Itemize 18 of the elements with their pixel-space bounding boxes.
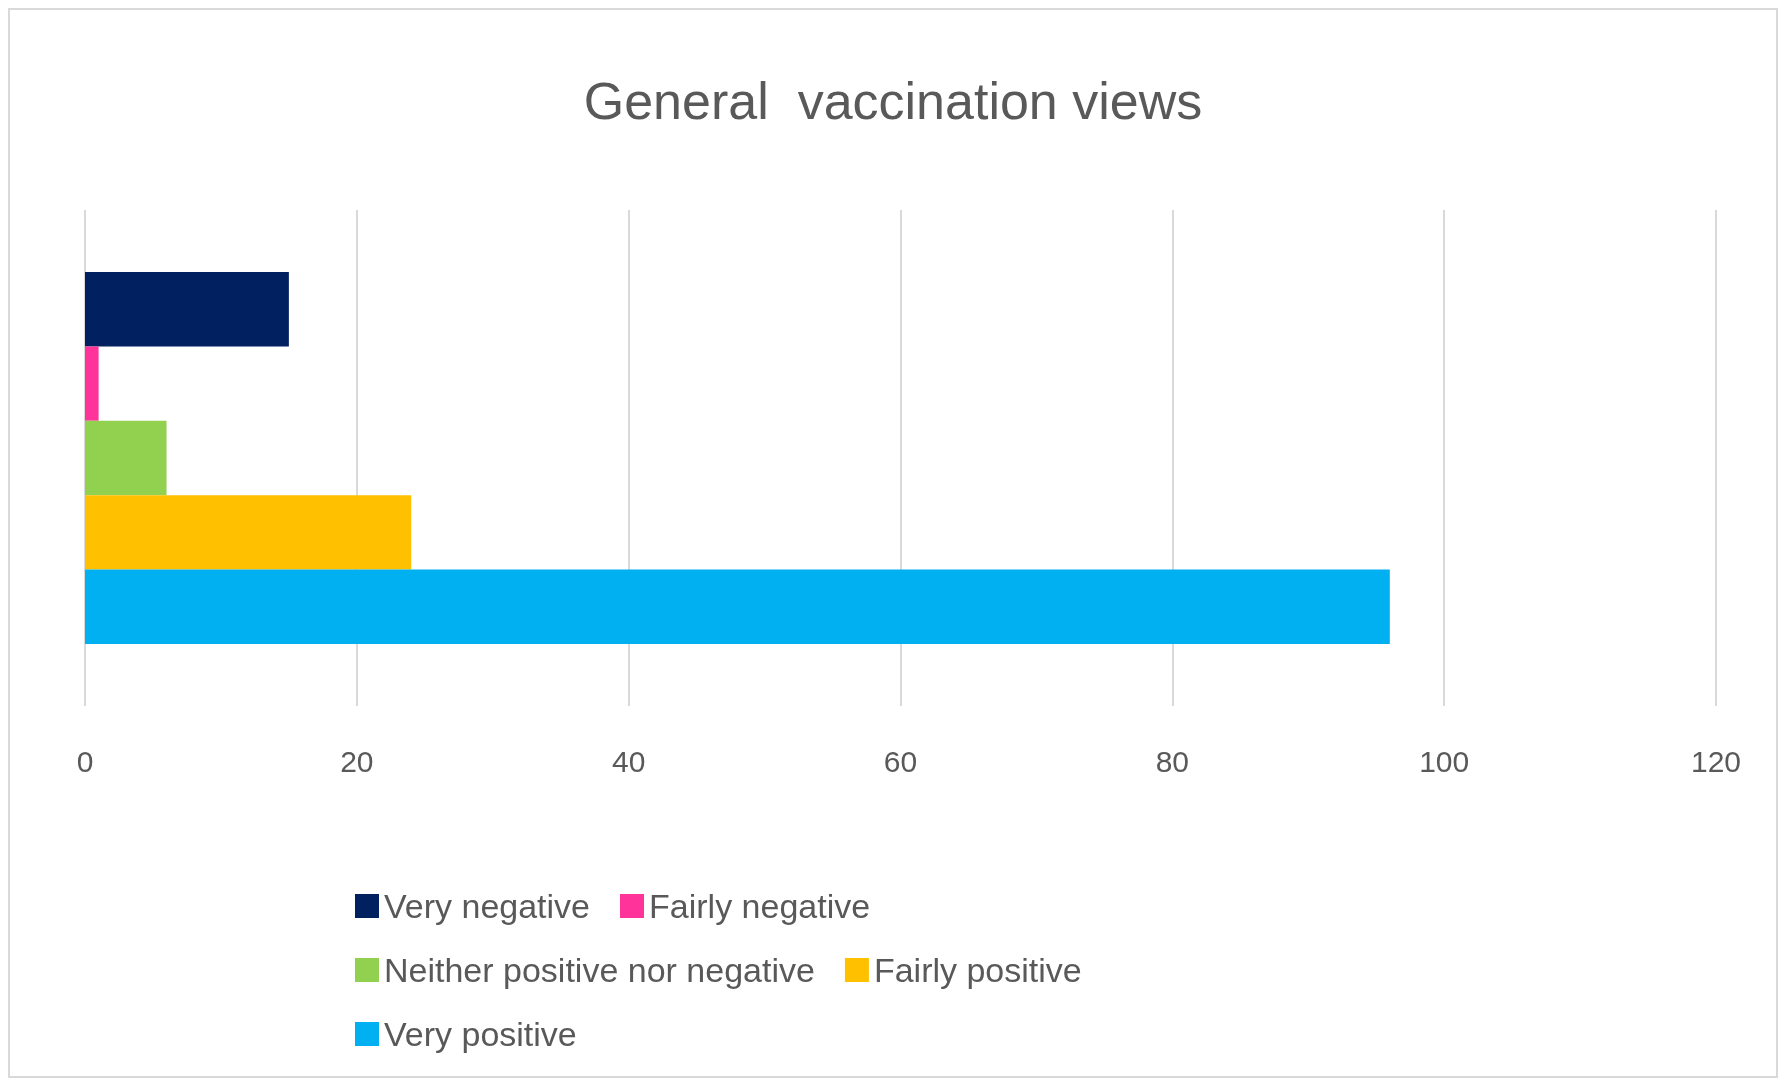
bar xyxy=(85,569,1390,644)
legend-label: Fairly negative xyxy=(649,887,871,925)
bar xyxy=(85,272,289,347)
chart-title: General vaccination views xyxy=(583,72,1203,130)
bar xyxy=(85,346,99,421)
x-tick-label: 40 xyxy=(611,744,646,778)
legend-label: Neither positive nor negative xyxy=(384,951,815,989)
legend-label: Very positive xyxy=(384,1015,577,1053)
x-tick-label: 100 xyxy=(1419,744,1470,778)
x-tick-label: 20 xyxy=(340,744,374,778)
x-tick-label: 120 xyxy=(1690,744,1742,778)
x-tick-label: 80 xyxy=(1155,744,1190,778)
bar xyxy=(85,420,167,496)
legend-label: Fairly positive xyxy=(873,951,1082,989)
bar xyxy=(85,495,412,570)
x-tick-label: 60 xyxy=(883,744,918,778)
x-tick-label: 0 xyxy=(76,744,94,778)
legend-label: Very negative xyxy=(384,887,591,925)
